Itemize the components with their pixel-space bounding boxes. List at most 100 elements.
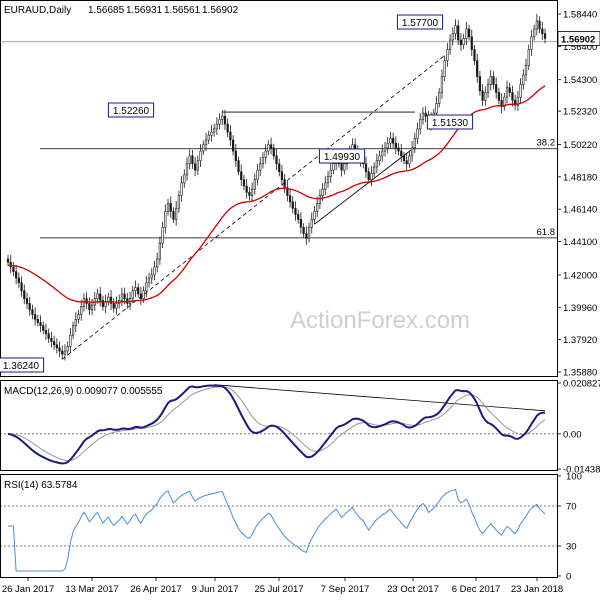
candle — [256, 164, 259, 186]
price-tick-label: 1.52320 — [563, 107, 597, 118]
candle — [99, 286, 102, 307]
candle — [69, 328, 72, 353]
candle-body — [80, 306, 83, 315]
candle-body — [123, 293, 126, 299]
macd-label: MACD(12,26,9) 0.009077 0.005555 — [4, 386, 163, 397]
dashed-trendline — [61, 55, 445, 360]
candle-body — [58, 347, 61, 352]
candle — [250, 182, 254, 202]
candle — [397, 143, 400, 156]
macd-trendline — [214, 384, 546, 412]
candle-body — [156, 258, 159, 268]
candle — [169, 196, 172, 218]
candle-body — [272, 147, 275, 157]
candle-body — [17, 277, 20, 284]
candle — [503, 92, 506, 111]
candle-body — [204, 139, 208, 146]
label-box — [0, 357, 45, 373]
rsi-tick-label: 100 — [566, 472, 582, 483]
trendlines-layer — [61, 55, 445, 360]
price-tick-label: 1.58440 — [563, 10, 597, 21]
ohlc-high: 1.56931 — [126, 5, 163, 16]
candle-body — [269, 144, 273, 149]
candle-body — [253, 179, 256, 190]
chart-symbol: EURAUD,Daily — [4, 5, 71, 16]
candle-body — [473, 49, 476, 61]
candle — [36, 314, 39, 327]
candle-body — [115, 303, 118, 309]
candle-body — [15, 271, 18, 279]
candle-body — [481, 90, 484, 101]
candle — [120, 287, 124, 307]
candle — [39, 315, 42, 333]
candle — [286, 181, 289, 202]
candle-body — [101, 299, 105, 307]
candle — [9, 255, 12, 274]
candle — [164, 204, 167, 234]
candle-body — [194, 163, 197, 171]
candle-body — [375, 160, 378, 168]
candle — [223, 109, 227, 130]
candle-body — [489, 76, 492, 85]
candle-body — [256, 169, 259, 180]
candle — [364, 156, 368, 179]
candle — [47, 328, 50, 343]
date-tick-label: 6 Dec 2017 — [452, 584, 501, 595]
candle — [153, 260, 156, 281]
candle-body — [39, 322, 42, 326]
price-tick-label: 1.56400 — [563, 42, 597, 53]
candle — [101, 295, 105, 311]
candle-body — [147, 277, 151, 284]
price-tick-label: 1.46140 — [563, 205, 597, 216]
candle-body — [400, 150, 403, 157]
candle — [438, 88, 441, 108]
candle — [23, 284, 26, 305]
fib-61-label: 61.8 — [537, 227, 556, 238]
candle-body — [305, 233, 308, 239]
candle-body — [6, 258, 10, 263]
candle-body — [69, 334, 72, 347]
date-tick-label: 26 Apr 2017 — [130, 584, 181, 595]
candle — [394, 136, 397, 155]
candle — [316, 196, 319, 218]
candle — [63, 344, 67, 361]
candle — [543, 28, 547, 44]
macd-tick-label: -0.014386 — [563, 465, 600, 476]
candle — [440, 69, 444, 99]
candle — [17, 272, 20, 288]
candle-body — [413, 138, 416, 149]
date-tick-label: 9 Jun 2017 — [191, 584, 238, 595]
candle-body — [514, 100, 517, 106]
candle — [259, 157, 262, 177]
candle-body — [196, 160, 199, 171]
candle — [66, 341, 69, 356]
candle — [52, 335, 56, 350]
candle-body — [150, 274, 153, 279]
candle-body — [185, 163, 189, 176]
candle — [297, 209, 300, 224]
candle-body — [383, 147, 387, 152]
candle-body — [373, 166, 376, 174]
candle-body — [199, 150, 202, 161]
candle-body — [530, 36, 533, 50]
candle-body — [23, 290, 26, 299]
candle — [375, 153, 378, 174]
candle — [462, 33, 465, 50]
candle — [386, 137, 389, 154]
candle-body — [250, 188, 254, 196]
candle — [34, 307, 37, 326]
candle-body — [467, 28, 471, 38]
candle-body — [161, 226, 164, 244]
candle-body — [459, 39, 463, 46]
candle-body — [465, 28, 468, 39]
candle — [299, 212, 303, 234]
candle — [318, 189, 322, 209]
candle — [373, 162, 376, 178]
candle-body — [291, 201, 294, 209]
price-tick-label: 1.54300 — [563, 75, 597, 86]
candle-body — [533, 28, 536, 38]
price-tick-label: 1.48180 — [563, 172, 597, 183]
candle-body — [397, 147, 400, 152]
price-tick-label: 1.37920 — [563, 335, 597, 346]
candle — [381, 144, 384, 162]
